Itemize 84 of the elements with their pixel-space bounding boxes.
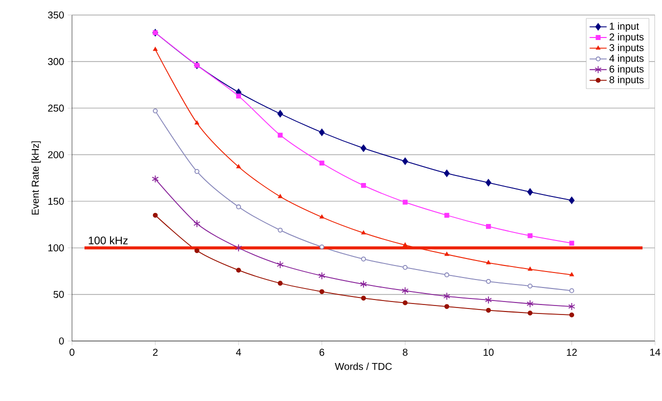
- point: [486, 260, 491, 264]
- point: [360, 280, 367, 288]
- point: [486, 179, 492, 186]
- point: [318, 272, 326, 280]
- ref-line-label: 100 kHz: [88, 236, 128, 244]
- point: [235, 244, 242, 252]
- x-tick-label: 0: [70, 348, 74, 356]
- point: [361, 183, 366, 188]
- x-tick-label: 2: [153, 348, 158, 356]
- legend-label: 3 inputs: [609, 44, 644, 54]
- x-tick-label: 6: [320, 348, 324, 356]
- point: [277, 110, 284, 118]
- point: [193, 220, 200, 228]
- point: [528, 266, 532, 271]
- point: [486, 308, 491, 313]
- point: [319, 244, 324, 250]
- x-tick-label: 4: [236, 348, 242, 356]
- legend-label: 8 inputs: [610, 76, 644, 86]
- point: [527, 188, 533, 196]
- point: [528, 310, 533, 316]
- point: [444, 252, 449, 256]
- point: [444, 272, 450, 278]
- point: [528, 284, 533, 288]
- point: [361, 230, 366, 234]
- y-tick-label: 250: [48, 104, 64, 112]
- point: [194, 248, 200, 254]
- y-tick-label: 50: [54, 290, 64, 298]
- x-tick-label: 14: [650, 348, 660, 356]
- point: [278, 132, 283, 138]
- point: [319, 128, 325, 136]
- point: [402, 200, 408, 205]
- x-axis-title: Words / TDC: [334, 362, 392, 370]
- y-tick-label: 100: [48, 244, 64, 252]
- legend-label: 1 input: [610, 22, 639, 32]
- point: [444, 304, 450, 309]
- x-tick-label: 8: [402, 348, 408, 356]
- point: [486, 224, 491, 229]
- y-tick-label: 200: [48, 151, 64, 158]
- point: [278, 194, 282, 198]
- point: [152, 174, 159, 183]
- y-axis-title: Event Rate [kHz]: [31, 141, 41, 215]
- point: [402, 300, 408, 306]
- point: [236, 94, 242, 98]
- point: [570, 272, 574, 276]
- point: [236, 268, 242, 273]
- legend-label: 6 inputs: [610, 65, 644, 75]
- point: [236, 164, 241, 168]
- y-tick-label: 350: [48, 11, 64, 19]
- x-tick-label: 10: [484, 348, 494, 356]
- point: [569, 288, 574, 294]
- point: [402, 286, 409, 295]
- point: [236, 204, 242, 210]
- point: [402, 242, 408, 247]
- point: [568, 196, 575, 204]
- point: [402, 158, 408, 165]
- point: [319, 160, 324, 166]
- point: [402, 264, 408, 270]
- point: [278, 280, 283, 286]
- point: [278, 228, 283, 233]
- x-tick-label: 12: [566, 348, 577, 356]
- point: [484, 296, 492, 304]
- legend-label: 4 inputs: [609, 54, 644, 64]
- point: [361, 296, 366, 301]
- point: [568, 302, 576, 310]
- point: [319, 289, 324, 294]
- y-tick-label: 300: [48, 58, 64, 66]
- point: [152, 212, 158, 218]
- point: [152, 108, 158, 114]
- point: [486, 278, 491, 284]
- point: [444, 170, 450, 177]
- point: [361, 256, 366, 262]
- point: [153, 47, 158, 51]
- point: [569, 312, 574, 318]
- point: [276, 260, 284, 269]
- y-tick-label: 0: [59, 337, 64, 345]
- legend-label: 2 inputs: [610, 33, 644, 42]
- y-tick-label: 150: [48, 198, 64, 205]
- point: [443, 292, 450, 300]
- point: [528, 233, 533, 238]
- point: [360, 144, 366, 152]
- point: [320, 214, 324, 219]
- point: [194, 120, 200, 124]
- point: [526, 300, 534, 308]
- point: [194, 169, 200, 174]
